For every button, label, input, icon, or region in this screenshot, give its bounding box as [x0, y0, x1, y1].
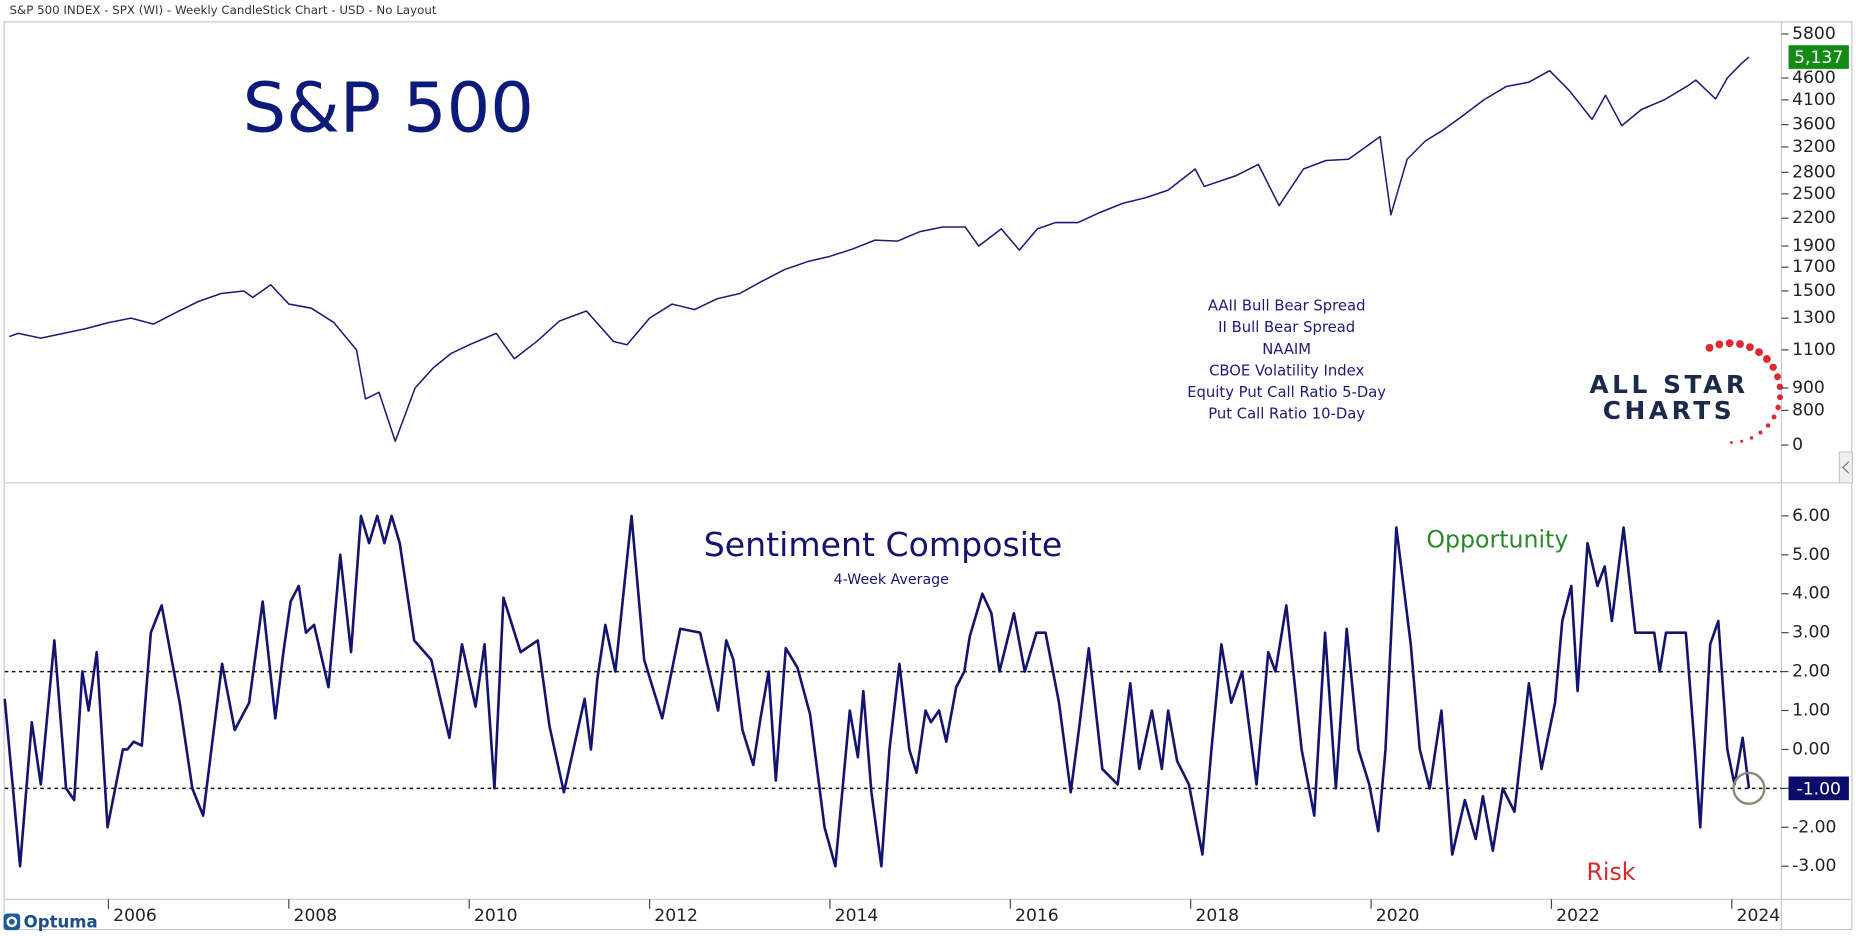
logo-star — [1729, 441, 1733, 444]
y-tick-label: 4600 — [1792, 68, 1836, 88]
logo-star — [1771, 414, 1777, 420]
logo-star — [1775, 404, 1781, 411]
data-line — [8, 56, 1750, 443]
logo-star — [1762, 355, 1771, 363]
x-tick-label: 2022 — [1556, 906, 1600, 926]
x-tick-label: 2010 — [474, 906, 518, 926]
optuma-icon — [6, 916, 18, 928]
logo-star — [1774, 373, 1781, 381]
logo-star — [1755, 348, 1763, 357]
y-tick-label: 3.00 — [1792, 623, 1830, 643]
component-label: Put Call Ratio 10-Day — [1208, 406, 1365, 423]
logo-star — [1740, 439, 1744, 443]
annotation: Opportunity — [1426, 525, 1568, 553]
logo-star — [1777, 394, 1784, 401]
component-label: AAII Bull Bear Spread — [1208, 297, 1366, 314]
all-star-logo: ALL STAR CHARTS — [1589, 339, 1784, 444]
x-tick-label: 2018 — [1195, 906, 1239, 926]
y-tick-label: -3.00 — [1792, 856, 1836, 876]
y-tick-label: 4100 — [1792, 90, 1836, 110]
data-line — [3, 514, 1751, 868]
y-tick-label: 1300 — [1792, 308, 1836, 328]
y-tick-label: 5800 — [1792, 24, 1836, 44]
x-tick-label: 2006 — [113, 906, 157, 926]
y-tick-label: 2.00 — [1792, 662, 1830, 682]
logo-star — [1765, 423, 1771, 428]
y-tick-label: 3200 — [1792, 137, 1836, 157]
logo-star — [1758, 430, 1763, 435]
y-tick-label: 900 — [1792, 378, 1825, 398]
optuma-logo: Optuma — [3, 912, 98, 931]
logo-star — [1736, 340, 1744, 348]
y-tick-label: 2500 — [1792, 184, 1836, 204]
y-tick-label: 800 — [1792, 400, 1825, 420]
x-tick-label: 2020 — [1376, 906, 1420, 926]
logo-star — [1715, 340, 1724, 349]
optuma-text: Optuma — [24, 912, 98, 931]
window-header: S&P 500 INDEX - SPX (WI) - Weekly Candle… — [9, 3, 436, 17]
collapse-arrow — [1842, 461, 1850, 474]
chart-title: S&P 500 — [243, 68, 534, 148]
component-label: II Bull Bear Spread — [1218, 319, 1355, 336]
y-tick-label: 5.00 — [1792, 545, 1830, 565]
logo-star — [1725, 339, 1734, 348]
y-tick-label: 2800 — [1792, 162, 1836, 182]
y-tick-label: 0.00 — [1792, 739, 1830, 759]
component-label: Equity Put Call Ratio 5-Day — [1187, 384, 1386, 401]
y-tick-label: 1500 — [1792, 281, 1836, 301]
logo-star — [1749, 436, 1754, 440]
logo-star — [1769, 363, 1777, 371]
logo-star — [1705, 343, 1714, 352]
y-tick-label: 3600 — [1792, 115, 1836, 135]
y-tick-label: 1900 — [1792, 236, 1836, 256]
highlight-circle — [1732, 771, 1766, 805]
logo-text: ALL STAR — [1589, 370, 1748, 399]
y-tick-label: -2.00 — [1792, 817, 1836, 837]
value-label: 5,137 — [1794, 48, 1843, 68]
x-tick-label: 2014 — [835, 906, 879, 926]
collapse-tab[interactable] — [1838, 451, 1854, 484]
y-tick-label: 1.00 — [1792, 701, 1830, 721]
value-label-box — [1788, 776, 1849, 801]
component-label: NAAIM — [1262, 341, 1311, 358]
y-tick-label: 2200 — [1792, 208, 1836, 228]
y-tick-label: 4.00 — [1792, 584, 1830, 604]
y-tick-label: 1100 — [1792, 340, 1836, 360]
value-label-box — [1788, 45, 1849, 69]
x-tick-label: 2024 — [1737, 906, 1781, 926]
chart-subtitle: 4-Week Average — [834, 572, 949, 588]
x-tick-label: 2016 — [1015, 906, 1059, 926]
logo-star — [1746, 343, 1754, 352]
logo-star — [1776, 383, 1784, 390]
y-tick-label: 1700 — [1792, 257, 1836, 277]
x-tick-label: 2008 — [294, 906, 338, 926]
annotation: Risk — [1586, 858, 1635, 886]
component-label: CBOE Volatility Index — [1209, 362, 1364, 379]
logo-stars — [1705, 339, 1784, 444]
optuma-icon — [3, 913, 21, 931]
chart-title: Sentiment Composite — [704, 525, 1063, 564]
logo-text: CHARTS — [1603, 396, 1735, 425]
y-tick-label: 0 — [1792, 435, 1803, 455]
y-tick-label: 6.00 — [1792, 506, 1830, 526]
value-label: -1.00 — [1797, 780, 1841, 800]
x-tick-label: 2012 — [654, 906, 698, 926]
